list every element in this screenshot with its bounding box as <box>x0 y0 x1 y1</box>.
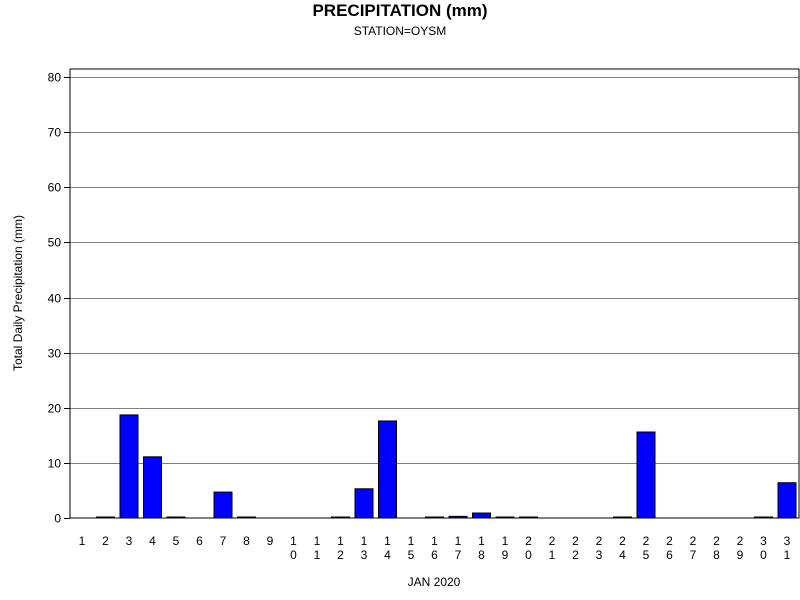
bar-day-25 <box>636 431 656 519</box>
bar-day-31 <box>777 482 797 519</box>
y-tick-label: 40 <box>48 292 62 306</box>
x-tick-label: 7 <box>220 534 227 548</box>
chart-title: PRECIPITATION (mm) <box>312 1 488 20</box>
x-tick-label: 4 <box>149 534 156 548</box>
y-axis-label: Total Daily Precipitation (mm) <box>11 215 25 371</box>
bar-day-18 <box>472 512 491 519</box>
bars <box>96 414 797 519</box>
y-axis-ticks: 0 10 20 30 40 50 60 70 80 <box>48 71 70 526</box>
x-tick-label: 2 <box>102 534 109 548</box>
chart-subtitle: STATION=OYSM <box>353 24 447 38</box>
x-tick-label: 6 <box>196 534 203 548</box>
bar-day-7 <box>213 491 233 519</box>
y-tick-label: 50 <box>48 236 62 250</box>
y-tick-label: 70 <box>48 126 62 140</box>
y-tick-label: 80 <box>48 71 62 85</box>
x-tick-label: 9 <box>267 534 274 548</box>
y-tick-label: 10 <box>48 457 62 471</box>
y-tick-label: 0 <box>54 512 61 526</box>
bar-day-13 <box>354 488 374 519</box>
bar-day-3 <box>119 414 139 519</box>
x-axis-ticks: 1 2 3 4 5 6 7 8 9 1 01 11 21 31 41 51 61 71 81 92 02 12 22 32 42… <box>79 534 791 562</box>
plot-frame <box>69 68 800 519</box>
x-tick-label: 5 <box>173 534 180 548</box>
x-tick-label: 1 <box>79 534 86 548</box>
y-tick-label: 20 <box>48 402 62 416</box>
bar-day-4 <box>143 456 162 519</box>
x-axis-label: JAN 2020 <box>408 575 461 589</box>
y-tick-label: 60 <box>48 181 62 195</box>
gridlines <box>70 77 799 464</box>
x-tick-label: 8 <box>243 534 250 548</box>
bar-day-14 <box>378 420 397 519</box>
x-tick-label: 3 <box>126 534 133 548</box>
y-tick-label: 30 <box>48 347 62 361</box>
